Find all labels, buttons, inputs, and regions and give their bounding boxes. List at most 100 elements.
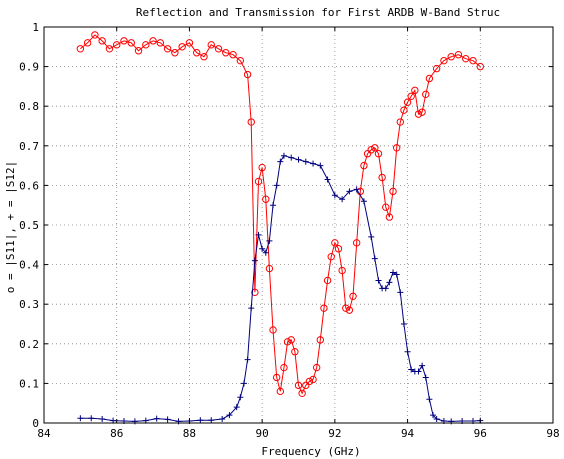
data-point <box>367 146 375 154</box>
data-point <box>272 373 281 382</box>
data-point <box>432 64 441 73</box>
data-point <box>425 74 434 83</box>
x-axis-title: Frequency (GHz) <box>261 445 360 458</box>
data-point <box>447 53 455 61</box>
data-point <box>283 338 292 346</box>
x-tick-label: 98 <box>546 427 559 440</box>
data-point <box>415 368 422 375</box>
data-point <box>83 39 92 47</box>
x-tick-label: 96 <box>474 427 487 440</box>
data-point <box>222 49 230 57</box>
data-point <box>208 417 215 424</box>
data-point <box>382 285 389 292</box>
data-point <box>469 56 477 65</box>
data-point <box>273 182 280 189</box>
data-point <box>404 348 411 355</box>
data-point <box>454 51 463 59</box>
data-point <box>219 416 226 423</box>
data-point <box>349 292 357 300</box>
data-point <box>149 37 157 45</box>
data-point <box>433 416 440 423</box>
data-point <box>403 98 412 106</box>
y-tick-label: 0.3 <box>19 298 39 311</box>
data-point <box>269 326 277 334</box>
data-point <box>378 173 386 182</box>
data-point <box>259 245 266 252</box>
data-point <box>382 203 390 211</box>
data-point <box>339 196 346 203</box>
data-point <box>280 363 288 372</box>
data-point <box>178 43 186 51</box>
data-point <box>440 56 448 65</box>
data-point <box>411 86 419 95</box>
y-tick-label: 0.5 <box>19 219 39 232</box>
data-point <box>270 202 277 209</box>
data-point <box>244 356 251 363</box>
data-point <box>385 213 394 221</box>
data-point <box>360 161 368 170</box>
data-point <box>77 415 84 422</box>
data-point <box>422 374 429 381</box>
data-point <box>262 249 269 256</box>
data-point <box>371 255 378 262</box>
y-tick-label: 0.6 <box>19 179 39 192</box>
data-point <box>295 156 302 163</box>
y-axis-title: o = |S11|, + = |S12| <box>4 161 17 293</box>
data-point <box>262 195 270 203</box>
data-point <box>248 305 255 312</box>
data-point <box>233 404 240 411</box>
data-point <box>247 118 255 126</box>
data-point <box>342 304 350 312</box>
data-point <box>400 321 407 327</box>
data-point <box>389 187 397 196</box>
data-point <box>142 41 150 49</box>
data-point <box>200 53 208 61</box>
y-tick-label: 0 <box>32 417 39 430</box>
data-point <box>277 158 284 165</box>
data-point <box>408 366 415 373</box>
data-point <box>374 150 383 158</box>
data-point <box>226 412 233 419</box>
x-tick-label: 84 <box>37 427 51 440</box>
data-point <box>193 49 201 57</box>
data-point <box>418 108 426 116</box>
data-point <box>288 154 295 161</box>
data-point <box>392 144 401 152</box>
data-point <box>414 110 423 118</box>
data-point <box>237 394 244 401</box>
y-tick-label: 0.4 <box>19 259 39 272</box>
data-point <box>426 396 433 403</box>
data-point <box>309 375 317 384</box>
data-point <box>352 239 361 247</box>
x-tick-label: 94 <box>401 427 415 440</box>
data-point <box>345 306 354 314</box>
data-point <box>393 271 400 278</box>
data-point <box>331 239 339 247</box>
data-point <box>476 62 484 71</box>
data-point <box>171 49 179 57</box>
data-point <box>316 336 325 344</box>
y-tick-label: 0.1 <box>19 377 39 390</box>
data-point <box>120 37 128 45</box>
data-point <box>305 377 314 386</box>
data-point <box>323 276 332 285</box>
x-tick-label: 88 <box>183 427 196 440</box>
x-tick-label: 90 <box>256 427 269 440</box>
y-tick-label: 1 <box>32 21 39 34</box>
data-point <box>105 45 114 53</box>
data-point <box>320 304 328 312</box>
data-point <box>255 231 262 238</box>
data-point <box>113 41 121 49</box>
data-point <box>324 176 331 183</box>
x-tick-label: 86 <box>110 427 123 440</box>
data-point <box>276 387 285 396</box>
data-point <box>236 56 245 65</box>
x-tick-label: 92 <box>328 427 341 440</box>
data-point <box>127 39 135 47</box>
data-point <box>265 264 274 273</box>
data-point <box>185 39 194 47</box>
data-point <box>396 118 404 126</box>
data-point <box>390 269 397 276</box>
data-point <box>294 381 303 390</box>
